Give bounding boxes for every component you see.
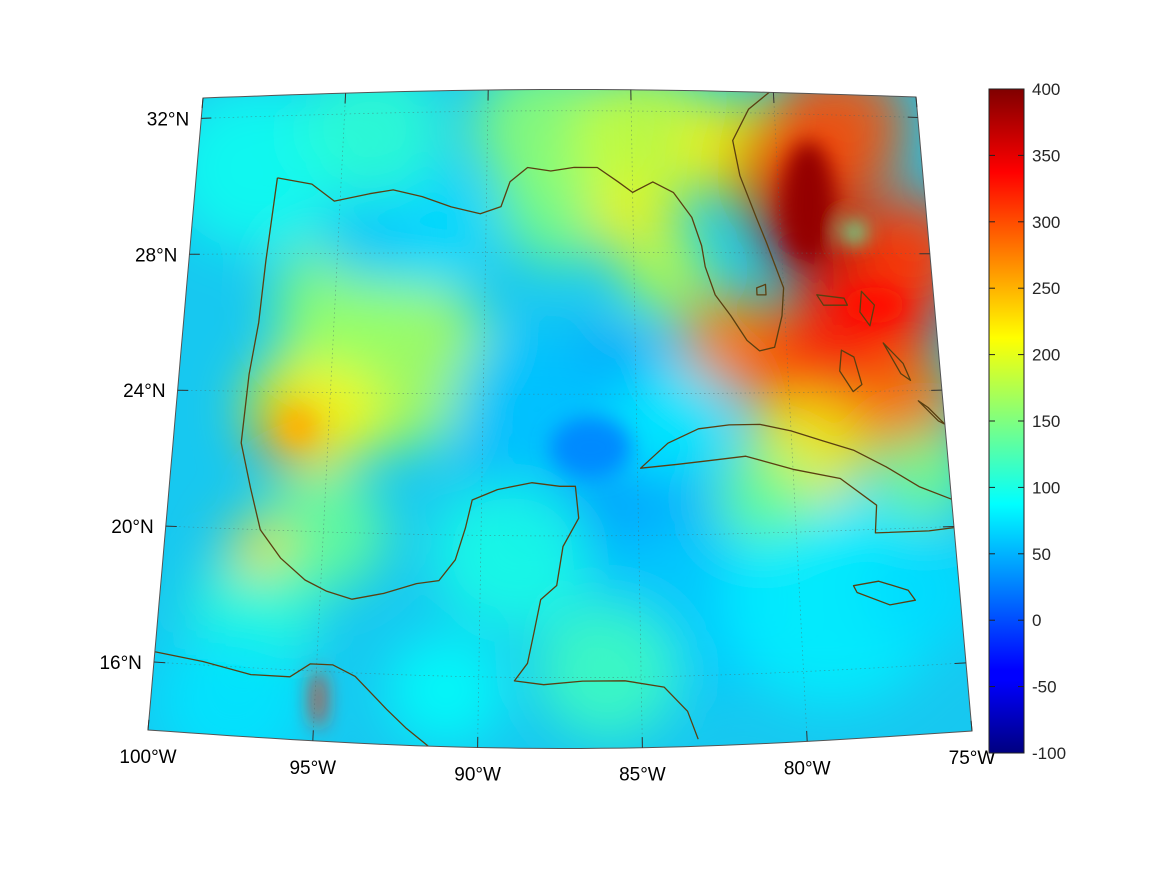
longitude-label: 80°W	[784, 758, 831, 779]
longitude-label: 95°W	[289, 758, 336, 779]
longitude-labels: 100°W 95°W 90°W 85°W 80°W 75°W	[119, 747, 995, 786]
coastline	[852, 580, 917, 606]
field-region	[619, 227, 709, 313]
parallel-line	[189, 252, 930, 255]
longitude-label: 75°W	[949, 748, 996, 769]
latitude-label: 28°N	[135, 245, 177, 266]
parallel-line	[177, 389, 942, 395]
meridian-line	[312, 93, 346, 741]
latitude-labels: 32°N 28°N 24°N 20°N 16°N	[99, 109, 189, 674]
field-region	[167, 89, 342, 251]
coastline	[154, 651, 429, 747]
colorbar-label: 50	[1032, 545, 1051, 564]
coastline	[277, 89, 785, 352]
meridian-line	[630, 89, 643, 748]
field-region	[387, 634, 505, 746]
field-region	[605, 363, 729, 481]
longitude-label: 90°W	[454, 765, 501, 786]
latitude-label: 16°N	[99, 653, 141, 674]
field-region	[433, 478, 592, 629]
colorbar-label: 350	[1032, 146, 1060, 165]
field-feature	[782, 141, 835, 262]
field-region	[573, 89, 719, 205]
field-region	[320, 194, 415, 284]
lon-tick	[201, 97, 204, 109]
field-feature	[550, 417, 631, 478]
field-feature	[842, 220, 867, 245]
field-region	[716, 453, 811, 543]
map-panel: 32°N 28°N 24°N 20°N 16°N 100°W 95°W 90°W 85°W 80…	[99, 89, 995, 786]
colorbar-label: -100	[1032, 744, 1066, 763]
coastline	[882, 342, 912, 382]
colorbar: 400 350 300 250 200 150 100 50 0 -50 -100	[988, 80, 1066, 763]
coastline	[816, 294, 849, 306]
field-region	[852, 190, 971, 304]
field-region	[300, 89, 445, 200]
lon-tick	[344, 93, 347, 104]
colorbar-ticks: 400 350 300 250 200 150 100 50 0 -50 -100	[989, 80, 1066, 763]
latitude-label: 32°N	[147, 109, 189, 130]
coastline	[839, 349, 863, 393]
colorbar-label: 150	[1032, 412, 1060, 431]
meridian-line	[477, 89, 489, 748]
longitude-label: 85°W	[619, 765, 666, 786]
colorbar-label: 100	[1032, 478, 1060, 497]
lon-tick	[915, 96, 918, 108]
field-feature	[283, 410, 312, 443]
field-feature	[312, 669, 325, 730]
lon-tick	[970, 720, 973, 732]
field-region	[537, 602, 680, 739]
coastline	[240, 177, 699, 740]
colorbar-label: 0	[1032, 611, 1041, 630]
lon-tick	[772, 92, 775, 103]
field-shading	[154, 89, 972, 749]
field-region	[154, 626, 312, 749]
field-region	[863, 528, 972, 651]
coastline	[756, 283, 767, 296]
parallel-line	[153, 661, 967, 678]
lat-tick	[954, 662, 967, 664]
latitude-label: 24°N	[123, 381, 165, 402]
graticule	[148, 89, 972, 748]
lon-tick	[147, 719, 150, 731]
lat-tick	[153, 661, 166, 664]
lon-tick	[806, 730, 808, 742]
lon-tick	[312, 730, 314, 741]
coastlines	[154, 89, 972, 747]
colorbar-label: 200	[1032, 346, 1060, 365]
colorbar-label: 400	[1032, 80, 1060, 99]
colorbar-label: 300	[1032, 213, 1060, 232]
field-region	[877, 431, 972, 521]
frame-ticks	[147, 89, 973, 748]
colorbar-label: 250	[1032, 279, 1060, 298]
longitude-label: 100°W	[119, 747, 176, 768]
meridian-line	[773, 92, 808, 742]
parallel-line	[165, 525, 954, 537]
coastline	[859, 290, 876, 327]
colorbar-label: -50	[1032, 678, 1057, 697]
field-region	[227, 516, 291, 578]
latitude-label: 20°N	[111, 517, 153, 538]
